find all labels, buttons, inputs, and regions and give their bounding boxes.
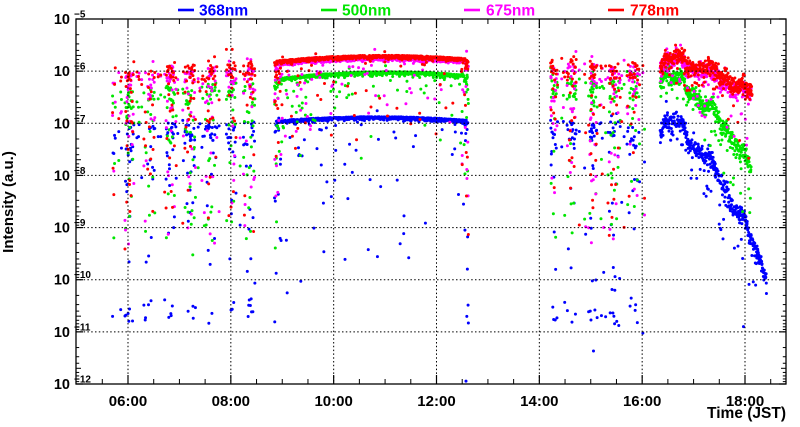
svg-text:368nm: 368nm bbox=[199, 3, 248, 20]
svg-text:12:00: 12:00 bbox=[417, 393, 455, 410]
svg-text:10: 10 bbox=[54, 221, 70, 237]
svg-text:14:00: 14:00 bbox=[520, 393, 558, 410]
svg-text:−6: −6 bbox=[74, 62, 86, 73]
svg-text:10: 10 bbox=[54, 116, 70, 132]
svg-text:10:00: 10:00 bbox=[314, 393, 352, 410]
svg-text:10: 10 bbox=[54, 64, 70, 80]
svg-text:778nm: 778nm bbox=[630, 3, 679, 20]
svg-text:10: 10 bbox=[54, 168, 70, 184]
svg-text:−12: −12 bbox=[74, 375, 91, 386]
svg-text:08:00: 08:00 bbox=[212, 393, 250, 410]
svg-text:675nm: 675nm bbox=[486, 3, 535, 20]
svg-text:−8: −8 bbox=[74, 166, 86, 177]
svg-text:500nm: 500nm bbox=[342, 3, 391, 20]
svg-text:10: 10 bbox=[54, 273, 70, 289]
svg-text:Time (JST): Time (JST) bbox=[707, 405, 786, 422]
svg-text:−11: −11 bbox=[74, 322, 91, 333]
svg-text:−7: −7 bbox=[74, 114, 86, 125]
svg-text:10: 10 bbox=[54, 325, 70, 341]
svg-text:06:00: 06:00 bbox=[109, 393, 147, 410]
svg-text:16:00: 16:00 bbox=[623, 393, 661, 410]
svg-text:−5: −5 bbox=[74, 10, 86, 21]
svg-text:−10: −10 bbox=[74, 270, 91, 281]
svg-text:10: 10 bbox=[54, 12, 70, 28]
svg-text:Intensity (a.u.): Intensity (a.u.) bbox=[0, 151, 17, 253]
svg-text:10: 10 bbox=[54, 377, 70, 393]
svg-text:−9: −9 bbox=[74, 218, 86, 229]
